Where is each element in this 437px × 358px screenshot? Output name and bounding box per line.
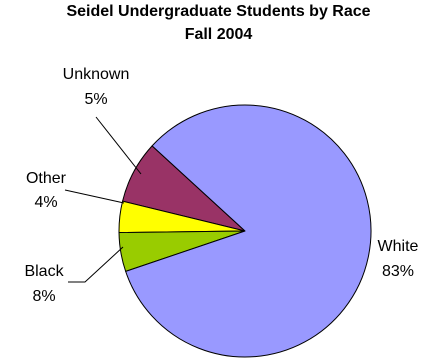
leader-line-other — [64, 189, 125, 204]
slice-label-unknown: Unknown — [63, 66, 130, 83]
slice-percent-white: 83% — [382, 263, 414, 280]
slice-label-other: Other — [26, 170, 67, 187]
chart-title-line-2: Fall 2004 — [184, 26, 253, 43]
slice-label-white: White — [378, 238, 419, 255]
slice-percent-unknown: 5% — [84, 91, 107, 108]
pie-slice-white — [125, 104, 372, 358]
slice-percent-other: 4% — [34, 194, 57, 211]
leader-line-black — [68, 246, 124, 283]
chart-title: Seidel Undergraduate Students by Race Fa… — [0, 0, 437, 46]
chart-title-line-1: Seidel Undergraduate Students by Race — [66, 3, 371, 20]
slice-label-black: Black — [24, 263, 64, 280]
slice-percent-black: 8% — [32, 288, 55, 305]
leader-line-unknown — [95, 116, 142, 175]
